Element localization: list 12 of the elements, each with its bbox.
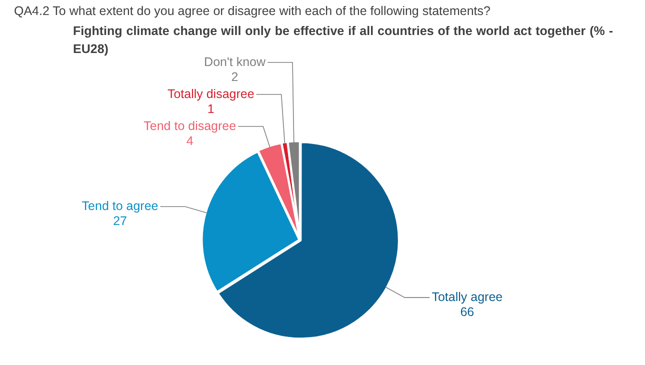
- slice-label: Don't know: [204, 54, 266, 69]
- slice-label: Totally agree: [432, 290, 503, 304]
- data-label: 66: [460, 305, 474, 320]
- data-label: 27: [113, 214, 128, 228]
- data-label: 2: [231, 70, 238, 84]
- slice-label: Totally disagree: [167, 86, 254, 101]
- slice-label: Tend to disagree: [144, 118, 236, 133]
- data-label: 4: [186, 134, 194, 148]
- slice-label: Tend to agree: [82, 199, 158, 214]
- data-label: 1: [207, 102, 214, 116]
- chart-title: QA4.2 To what extent do you agree or disagree with each of the following statements?: [14, 4, 492, 18]
- chart-subtitle: Fighting climate change will only be effective if all countries of the world act together (% - EU28): [73, 24, 613, 56]
